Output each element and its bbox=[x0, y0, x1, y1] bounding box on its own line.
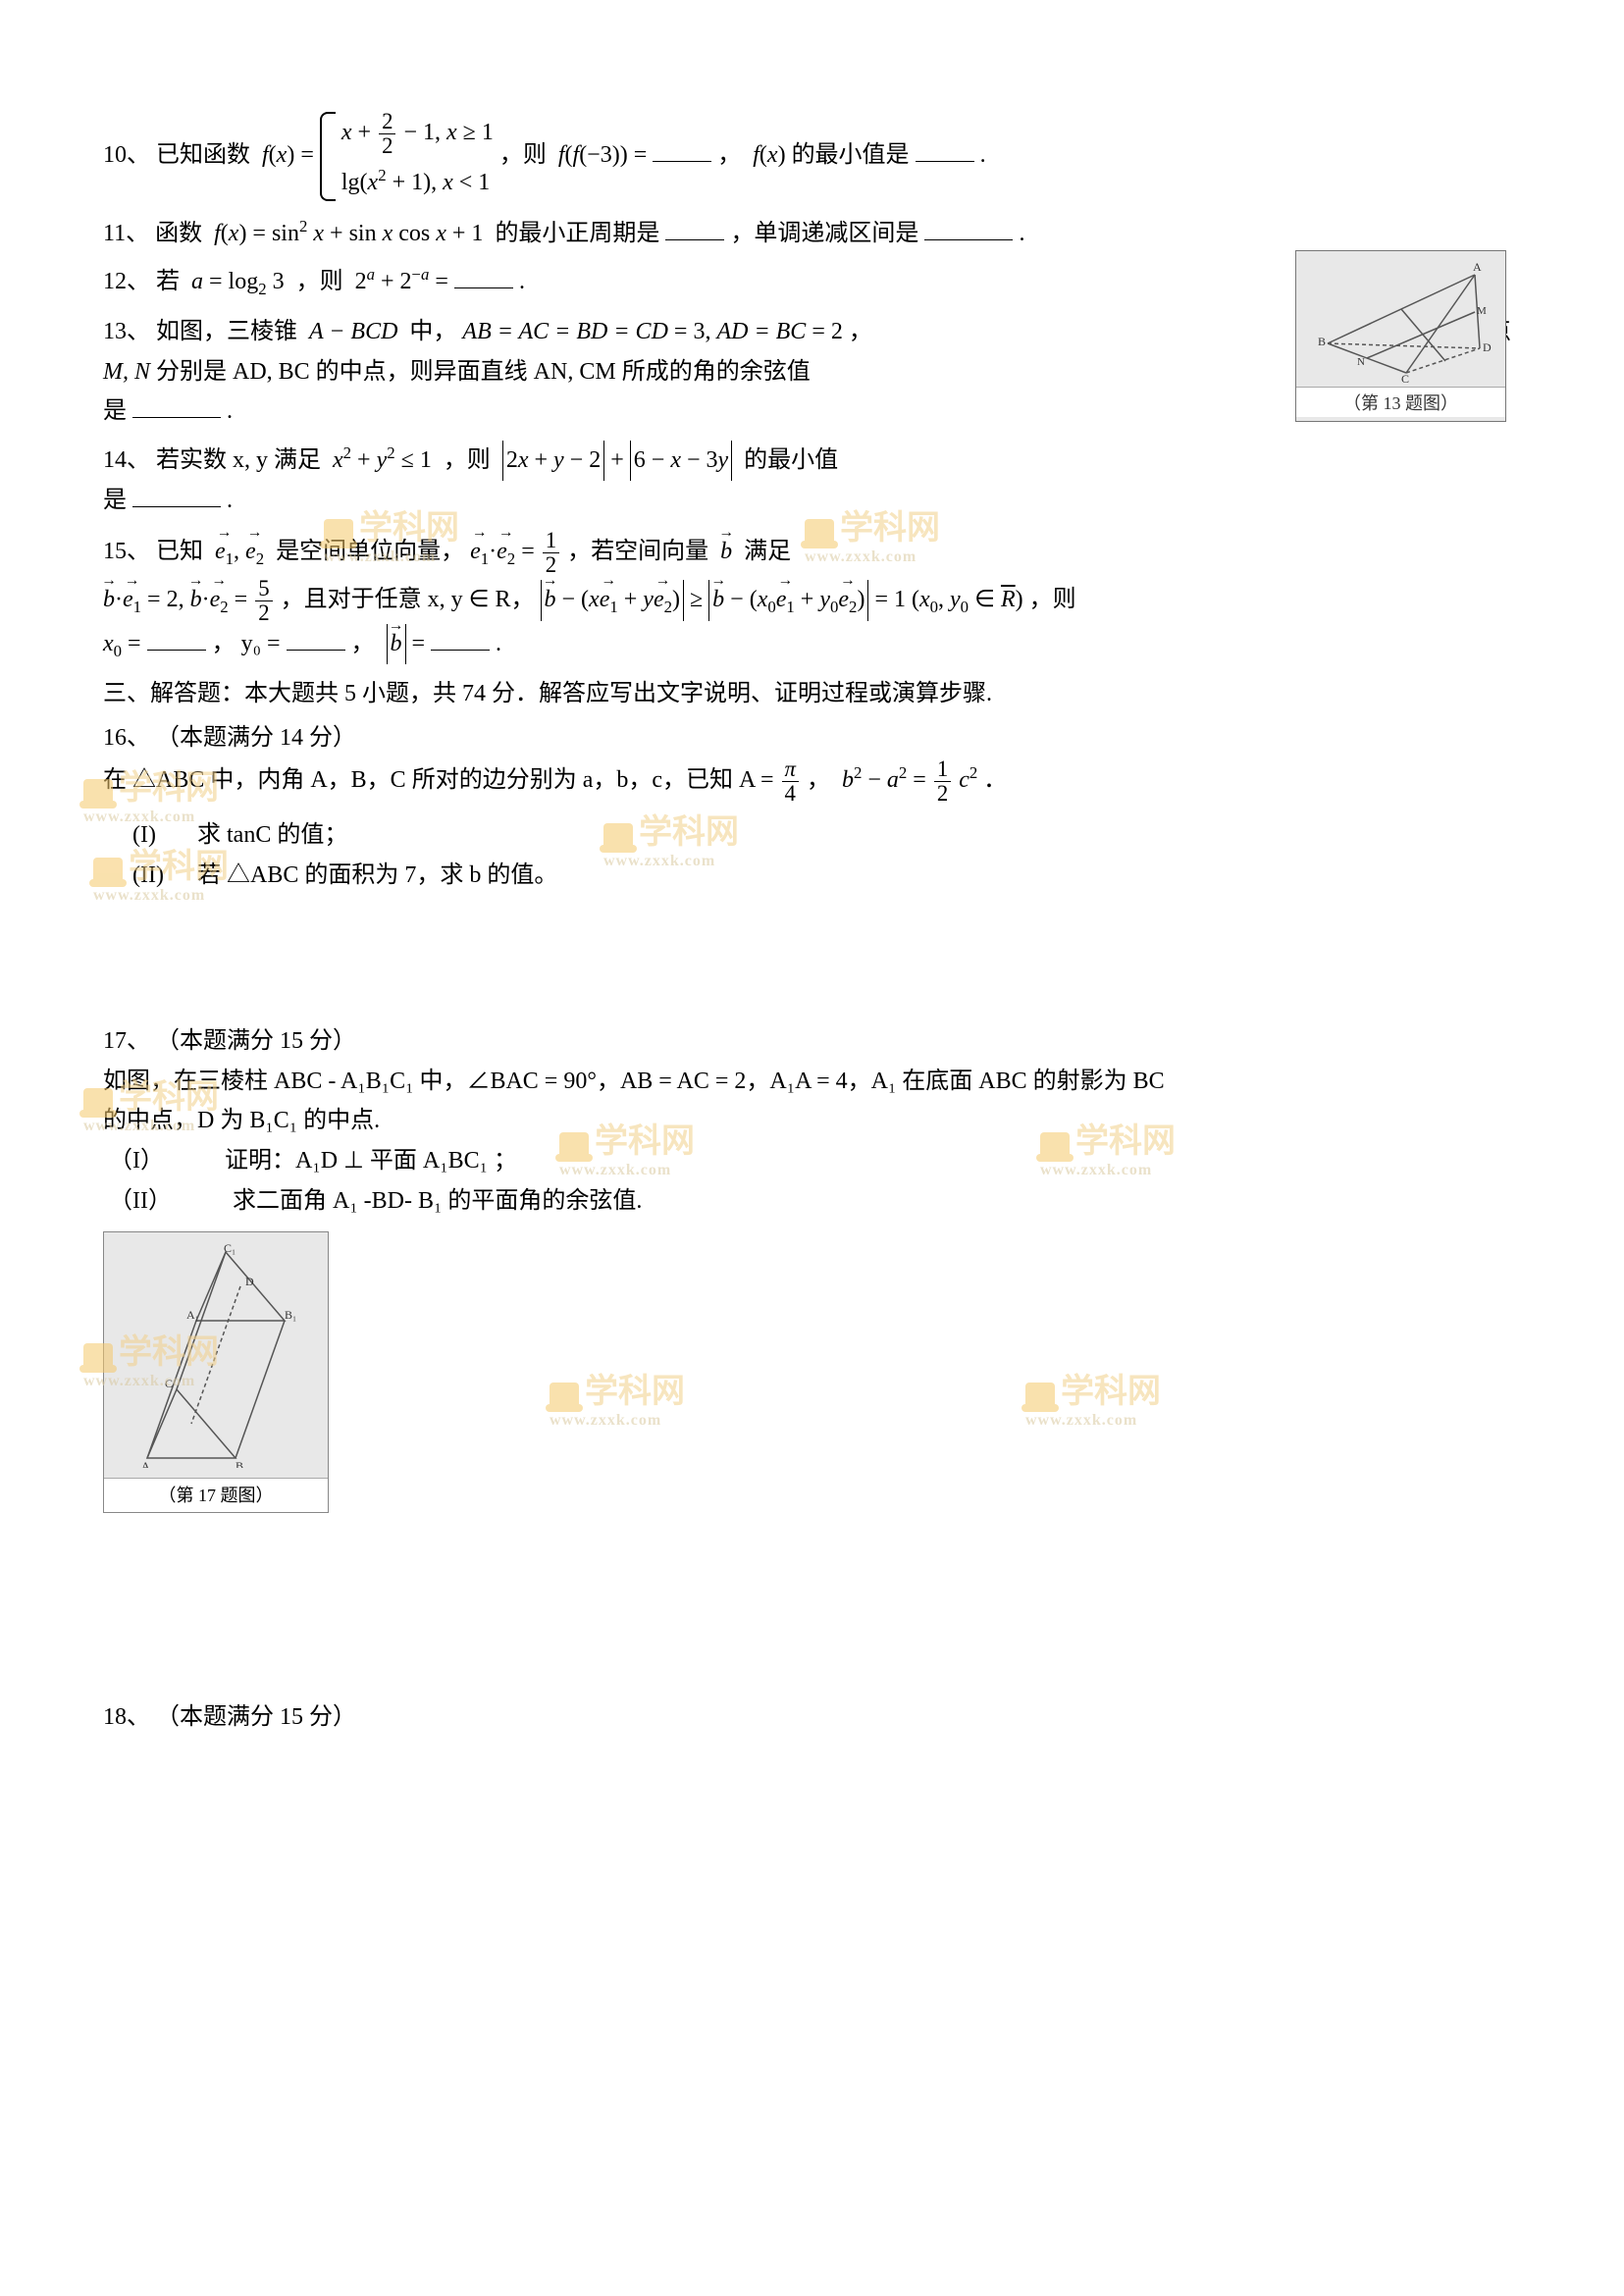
text: 的最小值是 bbox=[792, 142, 910, 168]
answer-blank bbox=[665, 214, 724, 239]
answer-blank bbox=[132, 482, 221, 507]
text: 的最小值 bbox=[744, 447, 838, 473]
part-label: (II) bbox=[132, 856, 191, 896]
text: 已知 bbox=[156, 539, 203, 564]
text: ，则 bbox=[296, 269, 343, 294]
figure-caption: （第 13 题图） bbox=[1296, 387, 1505, 417]
text: ， bbox=[807, 767, 830, 793]
problem-11: 11、 函数 f(x) = sin2 x + sin x cos x + 1 的… bbox=[103, 213, 1521, 254]
part-label: (I) bbox=[132, 815, 191, 856]
text: ，则 bbox=[499, 142, 547, 168]
problem-number: 15、 bbox=[103, 539, 150, 564]
text: 求二面角 A₁ -BD- B₁ 的平面角的余弦值. bbox=[233, 1188, 642, 1214]
text: . bbox=[227, 488, 233, 513]
problem-number: 12、 bbox=[103, 269, 150, 294]
text: ． bbox=[983, 767, 1007, 793]
piecewise-expression: x + 22 − 1, x ≥ 1 lg(x2 + 1), x < 1 bbox=[320, 108, 494, 205]
text: 求 tanC 的值； bbox=[197, 822, 347, 848]
svg-text:C: C bbox=[165, 1377, 173, 1390]
text: ，则 bbox=[1029, 587, 1076, 612]
text: 在 △ABC 中，内角 A，B，C 所对的边分别为 a，b，c，已知 A = bbox=[103, 767, 780, 793]
text: 若 △ABC 的面积为 7，求 b 的值。 bbox=[197, 862, 557, 888]
svg-text:C: C bbox=[1401, 372, 1409, 383]
svg-text:B: B bbox=[1318, 335, 1326, 348]
problem-10: 10、 已知函数 f(x) = x + 22 − 1, x ≥ 1 lg(x2 … bbox=[103, 108, 1521, 205]
answer-blank bbox=[431, 625, 490, 651]
text: 函数 bbox=[155, 221, 202, 246]
figure-caption: （第 17 题图） bbox=[104, 1478, 328, 1513]
text: ， bbox=[849, 319, 872, 344]
text: . bbox=[227, 398, 233, 424]
svg-text:A: A bbox=[1473, 260, 1482, 274]
section-3-heading: 三、解答题：本大题共 5 小题，共 74 分．解答应写出文字说明、证明过程或演算… bbox=[103, 674, 1521, 714]
points: （本题满分 15 分） bbox=[156, 1704, 356, 1730]
points: （本题满分 15 分） bbox=[156, 1028, 356, 1054]
problem-15: 15、 已知 e1, e2 是空间单位向量， e1·e2 = 12 ，若空间向量… bbox=[103, 529, 1521, 666]
text: 中， bbox=[409, 319, 456, 344]
answer-blank bbox=[287, 625, 345, 651]
answer-blank bbox=[916, 135, 974, 161]
figure-17: A B C B₁ A₁ C₁ D （第 17 题图） bbox=[103, 1231, 329, 1514]
text: . bbox=[1019, 221, 1024, 246]
part-label: （II） bbox=[109, 1188, 172, 1214]
text: 三、解答题：本大题共 5 小题，共 74 分．解答应写出文字说明、证明过程或演算… bbox=[103, 681, 992, 706]
problem-number: 11、 bbox=[103, 221, 149, 246]
answer-blank bbox=[132, 392, 221, 418]
text: 的最小正周期是 bbox=[495, 221, 659, 246]
svg-text:D: D bbox=[1483, 340, 1492, 354]
problem-number: 17、 bbox=[103, 1028, 150, 1054]
svg-text:M: M bbox=[1477, 305, 1487, 317]
text: 若实数 x, y 满足 bbox=[156, 447, 321, 473]
problem-14: 14、 若实数 x, y 满足 x2 + y2 ≤ 1 ，则 2x + y − … bbox=[103, 440, 1521, 521]
problem-18: 18、 （本题满分 15 分） bbox=[103, 1697, 1521, 1738]
problem-17: 17、 （本题满分 15 分） 如图，在三棱柱 ABC - A₁B₁C₁ 中，∠… bbox=[103, 1021, 1521, 1514]
figure-13: A B C D M N （第 13 题图） bbox=[1295, 250, 1506, 422]
answer-blank bbox=[653, 135, 711, 161]
text: ，单调递减区间是 bbox=[730, 221, 918, 246]
svg-text:N: N bbox=[1357, 356, 1365, 368]
text: 是空间单位向量， bbox=[276, 539, 464, 564]
svg-text:A₁: A₁ bbox=[186, 1308, 199, 1322]
tetrahedron-sketch-icon: A B C D M N bbox=[1308, 255, 1494, 383]
points: （本题满分 14 分） bbox=[156, 725, 356, 751]
text: . bbox=[980, 142, 986, 168]
text: 满足 bbox=[744, 539, 791, 564]
text: ， y₀ = bbox=[212, 631, 281, 656]
text: ，若空间向量 bbox=[567, 539, 708, 564]
answer-blank bbox=[924, 214, 1013, 239]
text: 如图，在三棱柱 ABC - A₁B₁C₁ 中，∠BAC = 90°，AB = A… bbox=[103, 1069, 1165, 1094]
problem-number: 10、 bbox=[103, 142, 150, 168]
text: 分别是 AD, BC 的中点，则异面直线 AN, CM 所成的角的余弦值 bbox=[156, 359, 811, 385]
text: . bbox=[496, 631, 501, 656]
prism-sketch-icon: A B C B₁ A₁ C₁ D bbox=[118, 1242, 314, 1468]
part-label: （I） bbox=[109, 1148, 164, 1174]
svg-text:A: A bbox=[141, 1459, 150, 1468]
text: 若 bbox=[156, 269, 180, 294]
problem-number: 14、 bbox=[103, 447, 150, 473]
svg-text:B₁: B₁ bbox=[285, 1308, 296, 1322]
answer-blank bbox=[454, 263, 513, 288]
text: 是 bbox=[103, 488, 127, 513]
text: ，则 bbox=[444, 447, 491, 473]
text: 如图，三棱锥 bbox=[156, 319, 297, 344]
text: ，且对于任意 x, y ∈ R， bbox=[281, 587, 535, 612]
problem-16: 16、 （本题满分 14 分） 在 △ABC 中，内角 A，B，C 所对的边分别… bbox=[103, 718, 1521, 896]
text: ， bbox=[717, 142, 741, 168]
problem-number: 16、 bbox=[103, 725, 150, 751]
text: 的中点，D 为 B₁C₁ 的中点. bbox=[103, 1108, 380, 1133]
problem-number: 18、 bbox=[103, 1704, 150, 1730]
svg-text:B: B bbox=[236, 1459, 243, 1468]
text: 证明：A₁D ⊥ 平面 A₁BC₁ ； bbox=[225, 1148, 517, 1174]
svg-text:C₁: C₁ bbox=[224, 1242, 236, 1255]
svg-text:D: D bbox=[245, 1275, 254, 1288]
answer-blank bbox=[147, 625, 206, 651]
text: 已知函数 bbox=[156, 142, 250, 168]
text: . bbox=[519, 269, 525, 294]
problem-number: 13、 bbox=[103, 319, 150, 344]
text: 是 bbox=[103, 398, 127, 424]
